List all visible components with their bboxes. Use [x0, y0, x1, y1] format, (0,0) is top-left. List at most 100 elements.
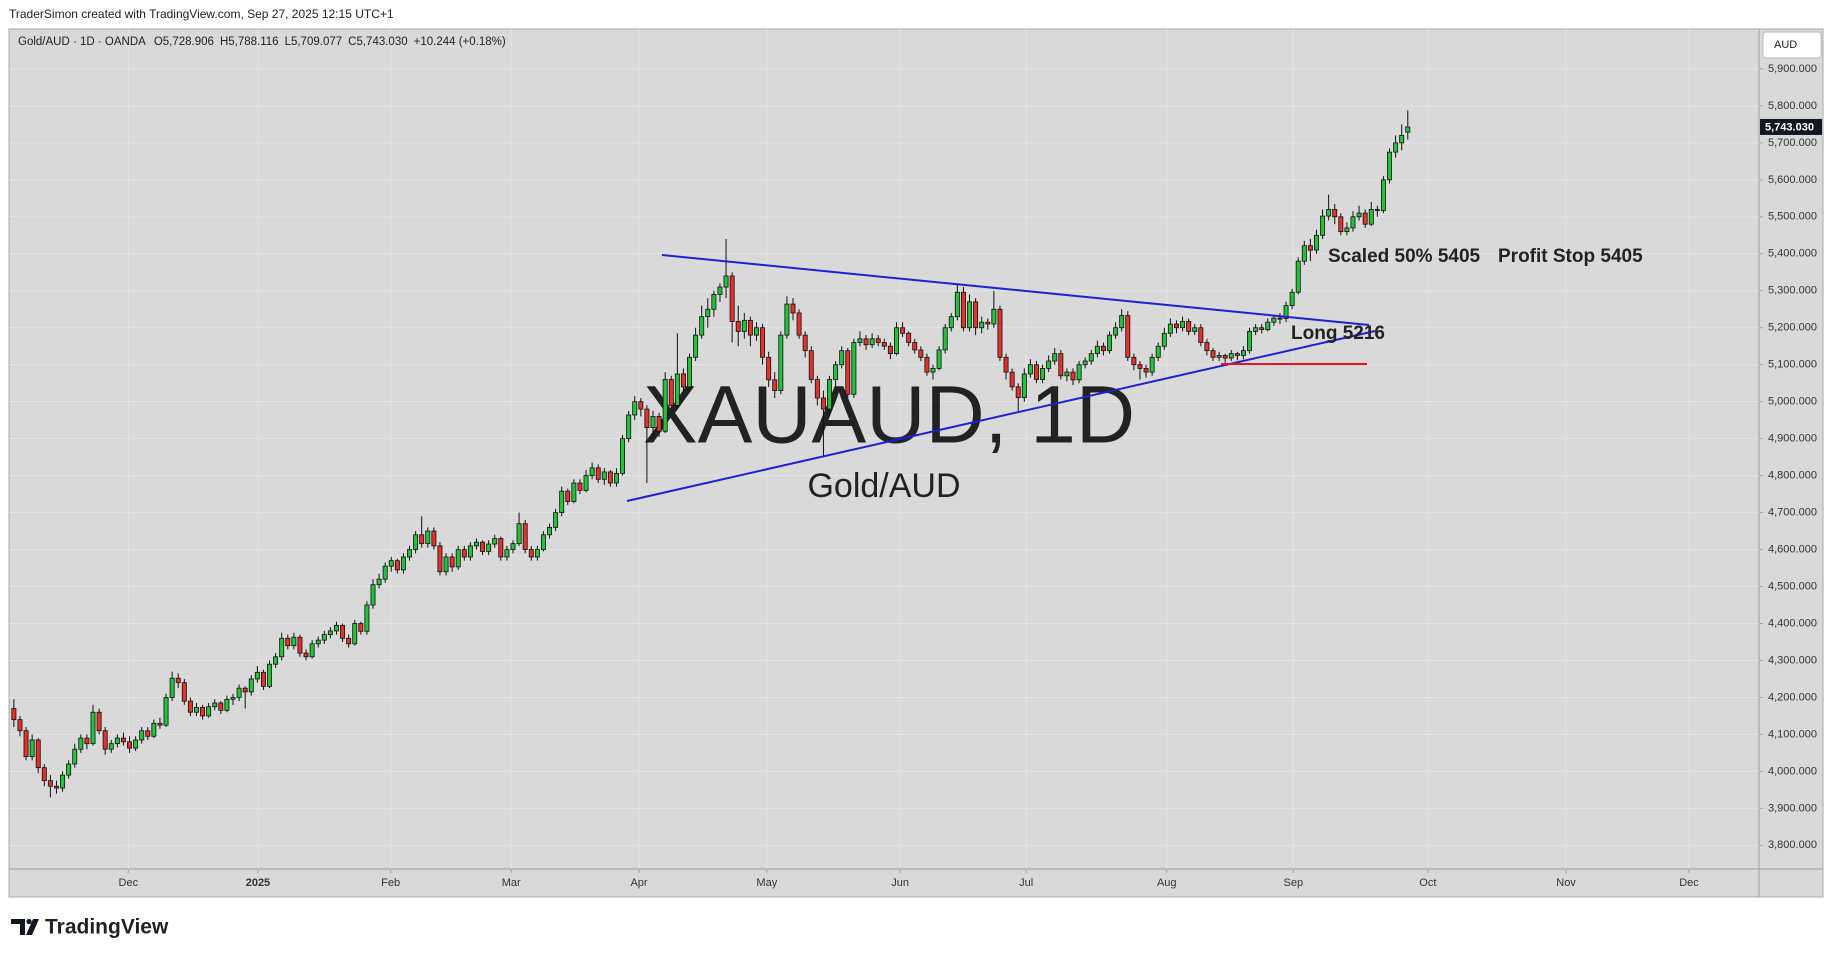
candle-body	[754, 327, 759, 336]
candle-body	[407, 549, 412, 558]
candle-body	[948, 316, 954, 329]
candle-body	[1052, 353, 1058, 362]
candle-body	[924, 356, 930, 373]
candle-body	[212, 702, 218, 708]
y-tick-label: 4,000.000	[1768, 765, 1817, 777]
candle-body	[1393, 142, 1399, 153]
candle-body	[327, 630, 333, 635]
candle-body	[766, 356, 772, 381]
y-tick-label: 5,900.000	[1768, 63, 1817, 75]
y-tick-label: 4,700.000	[1768, 506, 1817, 518]
candle-body	[273, 656, 279, 665]
candle-body	[1040, 368, 1046, 380]
x-tick-label: Jul	[1019, 877, 1033, 889]
candle-body	[285, 637, 291, 647]
candle-body	[1228, 353, 1234, 359]
currency-button[interactable]	[1762, 31, 1822, 59]
candle-body	[808, 350, 814, 380]
candle-body	[382, 565, 388, 580]
candle-body	[729, 275, 735, 322]
x-tick-label: Oct	[1419, 877, 1436, 889]
legend-change: +10.244 (+0.18%)	[414, 36, 506, 48]
candle-body	[705, 308, 711, 318]
candle-body	[1027, 364, 1033, 375]
legend-value: 5,788.116	[228, 36, 278, 48]
watermark-sub: Gold/AUD	[807, 467, 960, 505]
candle-body	[869, 338, 875, 346]
candle-body	[717, 286, 723, 295]
candle-body	[224, 698, 230, 711]
candle-body	[1064, 371, 1070, 377]
candle-body	[139, 730, 145, 741]
candle-body	[346, 637, 352, 645]
candle-body	[72, 748, 78, 765]
candle-body	[1088, 353, 1094, 362]
candle-body	[833, 364, 839, 380]
candle-body	[1277, 317, 1283, 320]
candle-body	[1253, 327, 1259, 332]
candle-body	[376, 578, 382, 586]
candle-body	[358, 623, 364, 632]
candle-body	[1368, 209, 1374, 225]
candle-body	[1320, 215, 1326, 236]
annotation: Scaled 50% 5405	[1328, 246, 1481, 267]
y-tick-label: 5,800.000	[1768, 100, 1817, 112]
candle-body	[492, 538, 498, 545]
annotation: Long 5216	[1291, 323, 1385, 344]
candle-body	[814, 379, 820, 399]
candle-body	[114, 737, 120, 745]
candle-body	[230, 697, 236, 700]
candle-body	[906, 332, 912, 343]
candle-body	[1021, 373, 1027, 399]
candle-body	[894, 327, 899, 355]
candle-body	[1307, 245, 1313, 251]
candle-body	[997, 308, 1003, 358]
candle-body	[96, 711, 102, 732]
candle-body	[455, 549, 461, 568]
x-tick-label: Dec	[119, 877, 139, 889]
candle-body	[960, 291, 966, 329]
x-tick-label: Feb	[381, 877, 400, 889]
candle-body	[1271, 317, 1277, 323]
candle-body	[851, 342, 857, 395]
candle-body	[1009, 371, 1015, 388]
candle-body	[181, 682, 187, 702]
candle-body	[394, 560, 400, 571]
y-tick-label: 4,200.000	[1768, 691, 1817, 703]
candle-body	[467, 545, 473, 558]
candle-body	[607, 471, 613, 484]
candle-body	[504, 549, 510, 558]
currency-label[interactable]: AUD	[1774, 39, 1797, 51]
candle-body	[680, 373, 686, 388]
candle-body	[297, 636, 303, 654]
candle-body	[133, 739, 139, 749]
candle-body	[772, 379, 778, 391]
candle-body	[260, 671, 266, 687]
candle-body	[1204, 342, 1210, 352]
candle-body	[175, 677, 181, 684]
candle-body	[1161, 332, 1167, 347]
candle-body	[1222, 355, 1228, 359]
candle-body	[303, 652, 309, 658]
candle-body	[1082, 360, 1088, 366]
candle-body	[437, 545, 443, 573]
candle-body	[565, 490, 571, 502]
candle-body	[474, 541, 479, 547]
candle-body	[218, 702, 224, 711]
candle-body	[711, 294, 717, 310]
candle-body	[1070, 371, 1076, 381]
y-tick-label: 4,300.000	[1768, 654, 1817, 666]
trend-line-upper	[661, 254, 1370, 326]
y-tick-label: 5,400.000	[1768, 248, 1817, 260]
candle-body	[1338, 216, 1344, 233]
symbol: Gold/AUD · 1D · OANDA	[18, 36, 146, 48]
candle-body	[1119, 315, 1125, 329]
x-tick-label: Aug	[1157, 877, 1177, 889]
candle-body	[747, 319, 753, 336]
candle-body	[1046, 360, 1052, 369]
candle-body	[534, 549, 540, 558]
last-price-box	[1760, 118, 1822, 135]
candle-body	[790, 303, 796, 314]
candle-body	[108, 743, 114, 750]
candle-body	[60, 774, 66, 789]
